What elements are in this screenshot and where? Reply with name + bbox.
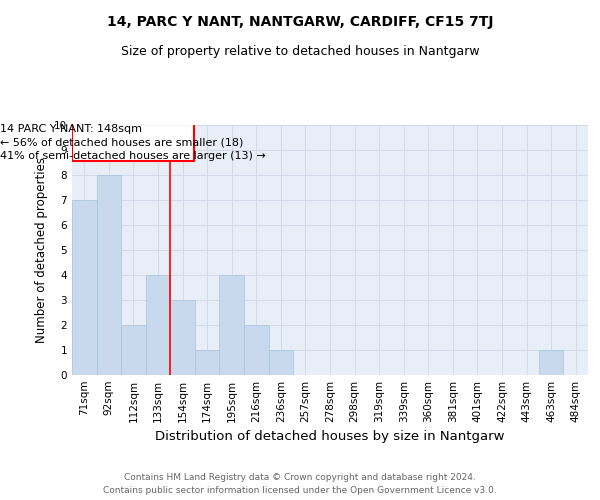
Bar (269, 350, 293, 375)
Bar (539, 350, 563, 375)
FancyBboxPatch shape (72, 124, 194, 161)
Y-axis label: Number of detached properties: Number of detached properties (35, 157, 49, 343)
Bar (97, 175, 121, 375)
Text: 14 PARC Y NANT: 148sqm
← 56% of detached houses are smaller (18)
41% of semi-det: 14 PARC Y NANT: 148sqm ← 56% of detached… (0, 124, 266, 160)
Text: Contains HM Land Registry data © Crown copyright and database right 2024.
Contai: Contains HM Land Registry data © Crown c… (103, 474, 497, 495)
X-axis label: Distribution of detached houses by size in Nantgarw: Distribution of detached houses by size … (155, 430, 505, 444)
Bar (121, 325, 146, 375)
Bar (170, 300, 195, 375)
Text: Size of property relative to detached houses in Nantgarw: Size of property relative to detached ho… (121, 45, 479, 58)
Bar (72, 200, 97, 375)
Text: 14, PARC Y NANT, NANTGARW, CARDIFF, CF15 7TJ: 14, PARC Y NANT, NANTGARW, CARDIFF, CF15… (107, 15, 493, 29)
Bar (244, 325, 269, 375)
Bar (195, 350, 220, 375)
Bar (220, 275, 244, 375)
Bar (146, 275, 170, 375)
